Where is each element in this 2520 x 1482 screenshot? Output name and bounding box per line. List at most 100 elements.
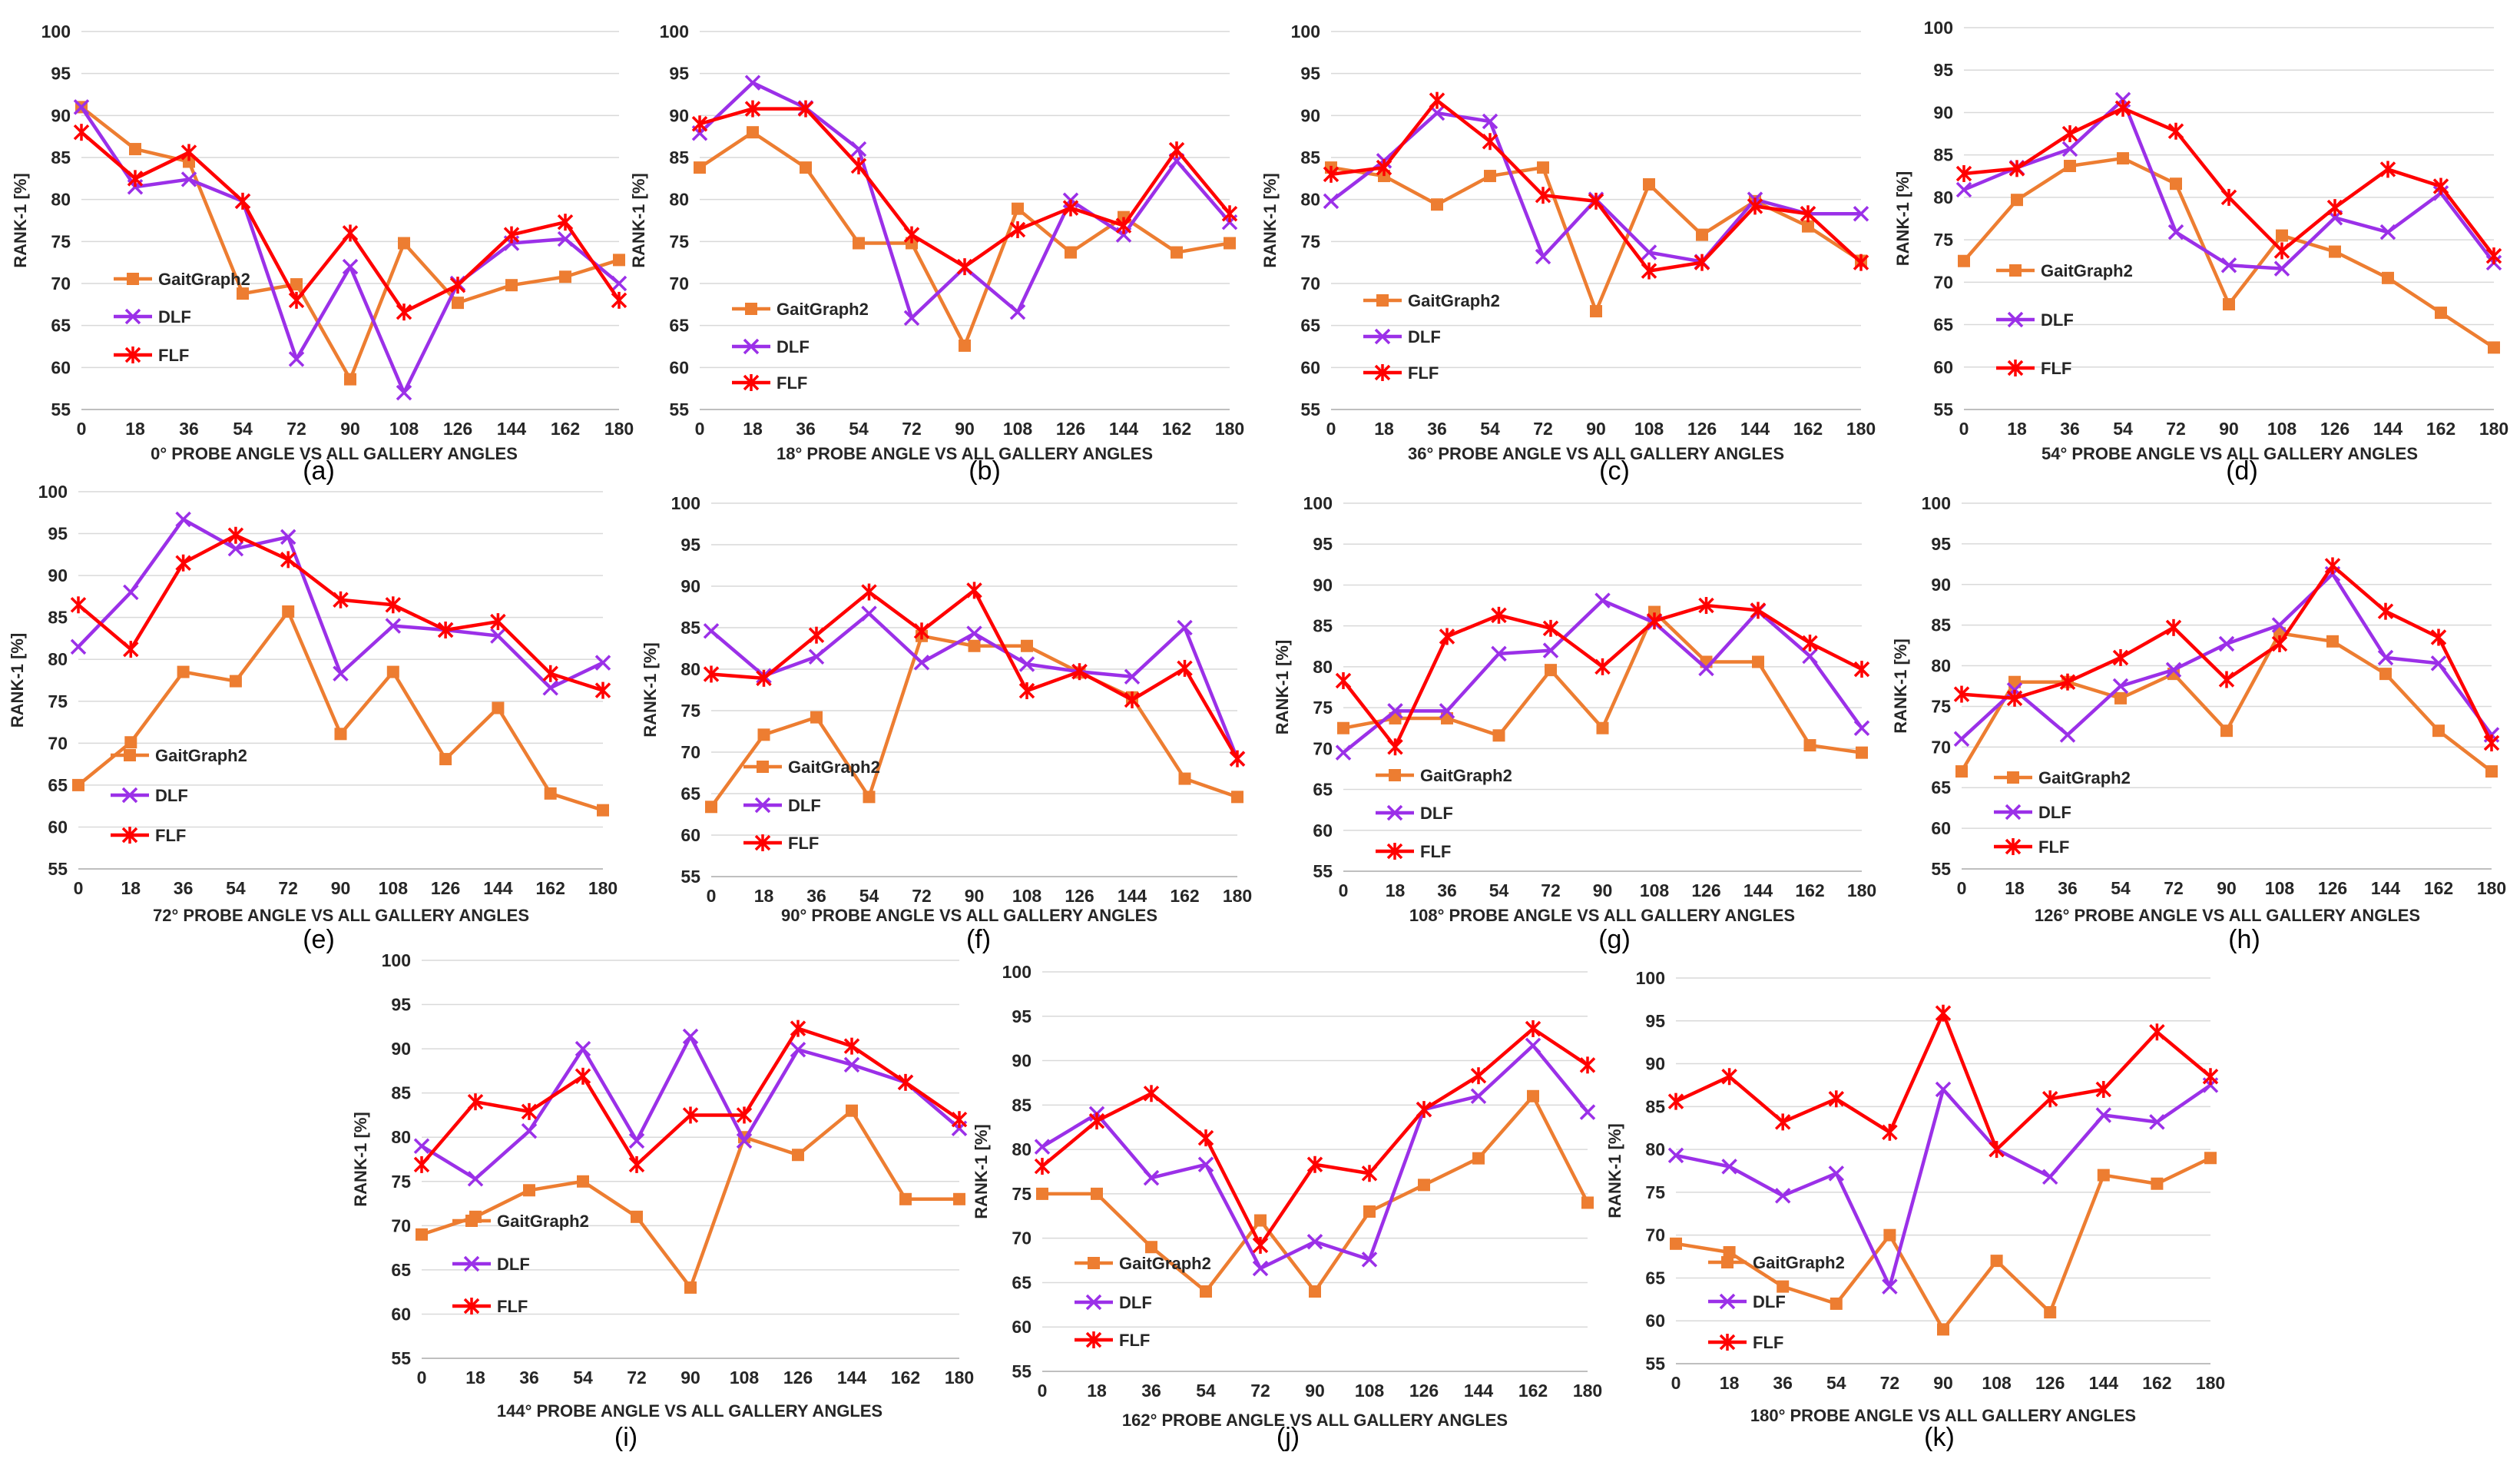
x-tick-label: 108 xyxy=(1640,880,1670,900)
data-point-gaitgraph2 xyxy=(1883,1228,1896,1242)
y-tick-label: 85 xyxy=(51,148,71,167)
data-point-dlf xyxy=(342,258,359,275)
data-point-flf xyxy=(2483,734,2500,752)
y-tick-label: 75 xyxy=(48,691,68,711)
data-point-dlf xyxy=(808,648,825,665)
x-tick-label: 180 xyxy=(945,1368,974,1388)
legend-marker xyxy=(127,273,139,285)
x-tick-label: 180 xyxy=(1215,419,1244,439)
data-point-dlf xyxy=(1323,193,1339,210)
legend-label: GaitGraph2 xyxy=(777,300,869,319)
data-point-gaitgraph2 xyxy=(1670,1237,1682,1250)
data-point-flf xyxy=(1646,612,1663,630)
data-point-dlf xyxy=(2273,260,2290,277)
legend-marker xyxy=(1719,1334,1736,1351)
y-tick-label: 90 xyxy=(51,105,71,125)
data-point-flf xyxy=(2167,122,2184,140)
y-axis-label: RANK-1 [%] xyxy=(1893,171,1912,266)
legend-item-dlf: DLF xyxy=(1075,1293,1152,1312)
data-point-gaitgraph2 xyxy=(282,605,295,618)
data-point-dlf xyxy=(2041,1169,2058,1185)
data-point-flf xyxy=(1721,1068,1737,1086)
legend-label: FLF xyxy=(2038,837,2069,857)
y-tick-label: 95 xyxy=(1300,64,1320,84)
data-point-gaitgraph2 xyxy=(705,801,717,814)
y-tick-label: 85 xyxy=(1931,615,1951,635)
data-point-dlf xyxy=(123,584,139,601)
data-point-flf xyxy=(2008,160,2025,177)
data-point-flf xyxy=(521,1102,538,1120)
y-tick-label: 75 xyxy=(1933,230,1953,250)
y-tick-label: 90 xyxy=(1313,575,1333,595)
data-point-gaitgraph2 xyxy=(2485,765,2498,778)
data-point-gaitgraph2 xyxy=(1545,664,1557,677)
data-point-dlf xyxy=(1594,592,1611,608)
data-point-gaitgraph2 xyxy=(1431,198,1443,211)
data-point-gaitgraph2 xyxy=(597,804,609,817)
data-point-flf xyxy=(966,582,982,599)
data-point-flf xyxy=(1641,262,1657,280)
data-point-dlf xyxy=(1828,1165,1845,1182)
x-tick-label: 36 xyxy=(2058,878,2078,898)
legend-marker xyxy=(1386,804,1403,821)
legend-item-gaitgraph2: GaitGraph2 xyxy=(743,758,880,777)
y-tick-label: 80 xyxy=(1012,1139,1032,1159)
y-tick-label: 60 xyxy=(1933,357,1953,377)
x-tick-label: 108 xyxy=(1634,419,1664,439)
data-point-gaitgraph2 xyxy=(2432,724,2445,738)
data-point-gaitgraph2 xyxy=(2382,271,2394,284)
chart-panel-c: 55 60 65 70 75 80 85 90 95 100 0 18 36 54 72 90 108 126 14… xyxy=(1260,22,1876,486)
data-point-flf xyxy=(1535,187,1551,204)
data-point-flf xyxy=(1774,1113,1791,1131)
legend-item-flf: FLF xyxy=(1996,359,2071,378)
data-point-flf xyxy=(1306,1155,1323,1173)
legend-marker xyxy=(1719,1293,1736,1310)
y-tick-label: 60 xyxy=(51,357,71,377)
data-point-gaitgraph2 xyxy=(492,701,505,714)
x-tick-label: 126 xyxy=(1056,419,1085,439)
x-axis-label: 90° PROBE ANGLE VS ALL GALLERY ANGLES xyxy=(781,906,1157,925)
x-tick-label: 72 xyxy=(1533,419,1553,439)
data-point-flf xyxy=(127,170,144,187)
x-tick-label: 0 xyxy=(1339,880,1349,900)
x-tick-label: 54 xyxy=(2113,419,2133,439)
y-tick-label: 75 xyxy=(1645,1182,1665,1202)
data-point-dlf xyxy=(1698,660,1714,677)
legend-marker xyxy=(121,787,138,804)
data-point-flf xyxy=(1062,199,1079,217)
y-tick-label: 55 xyxy=(1645,1354,1665,1374)
y-tick-label: 95 xyxy=(1012,1006,1032,1026)
legend-marker xyxy=(1374,364,1391,381)
x-tick-label: 72 xyxy=(2166,419,2186,439)
data-point-gaitgraph2 xyxy=(1590,305,1602,318)
data-point-dlf xyxy=(594,655,611,671)
x-tick-label: 0 xyxy=(1959,419,1969,439)
data-point-flf xyxy=(503,226,520,244)
data-point-dlf xyxy=(1387,703,1403,719)
data-point-dlf xyxy=(70,638,87,655)
legend-item-gaitgraph2: GaitGraph2 xyxy=(732,300,869,319)
legend-marker xyxy=(1085,1331,1102,1348)
y-tick-label: 100 xyxy=(1636,968,1665,988)
y-tick-label: 60 xyxy=(391,1304,411,1324)
legend-label: FLF xyxy=(1119,1331,1150,1350)
legend-item-flf: FLF xyxy=(743,834,819,853)
x-tick-label: 144 xyxy=(837,1368,867,1388)
legend-item-dlf: DLF xyxy=(1996,310,2074,330)
series-line-dlf xyxy=(698,81,1231,320)
data-point-dlf xyxy=(1335,744,1352,761)
data-point-gaitgraph2 xyxy=(2329,245,2341,258)
y-tick-label: 75 xyxy=(1931,696,1951,716)
data-point-flf xyxy=(2202,1068,2219,1086)
y-tick-label: 100 xyxy=(671,493,700,513)
x-tick-label: 126 xyxy=(431,878,460,898)
data-point-flf xyxy=(1071,663,1088,681)
data-point-dlf xyxy=(2095,1107,2112,1123)
data-point-gaitgraph2 xyxy=(183,155,195,168)
legend-label: DLF xyxy=(1119,1293,1152,1312)
y-axis-label: RANK-1 [%] xyxy=(972,1124,991,1218)
data-point-dlf xyxy=(843,1056,860,1073)
data-point-dlf xyxy=(1470,1088,1487,1105)
x-tick-label: 54 xyxy=(1826,1373,1846,1393)
legend-item-dlf: DLF xyxy=(114,307,191,327)
